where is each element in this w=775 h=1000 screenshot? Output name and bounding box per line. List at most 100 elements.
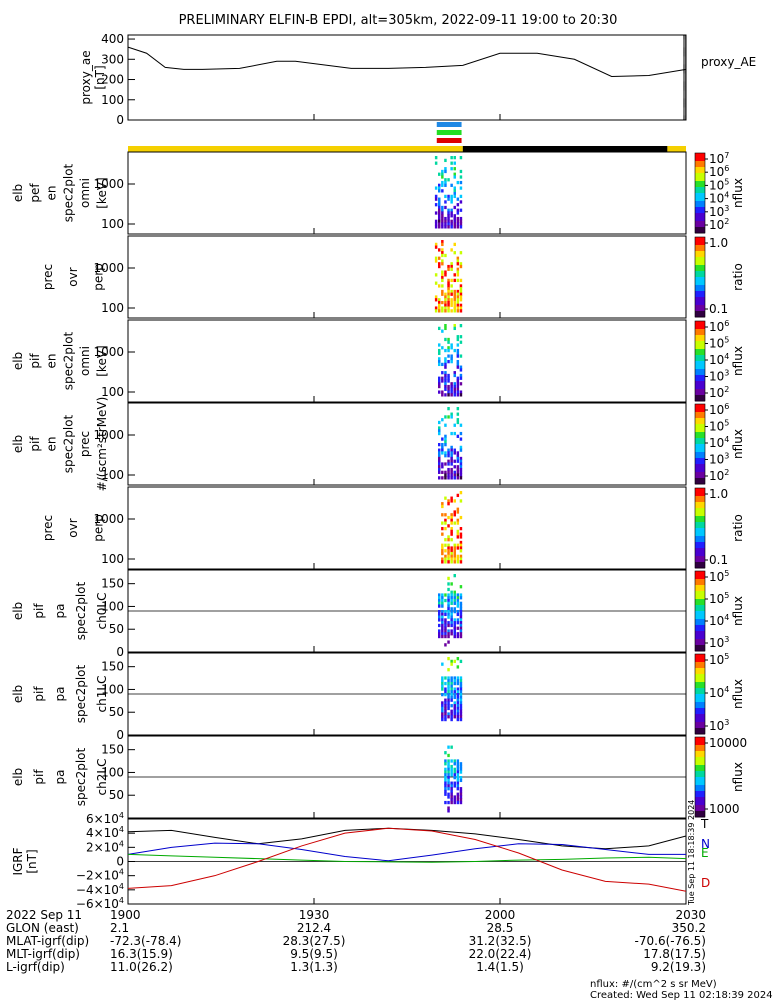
y-axis-label-line: pif <box>32 686 46 702</box>
spectrogram-cell <box>456 354 460 358</box>
spectrogram-cell <box>453 715 456 719</box>
spectrogram-cell <box>447 300 450 305</box>
spectrogram-cell <box>444 557 447 561</box>
spectrogram-cell <box>447 712 450 716</box>
spectrogram-cell <box>459 787 463 791</box>
spectrogram-cell <box>444 376 447 380</box>
spectrogram-cell <box>456 211 460 215</box>
spectrogram-cell <box>447 295 450 299</box>
spectrogram-cell <box>444 219 447 223</box>
spectrogram-cell <box>450 695 453 700</box>
spectrogram-cell <box>456 795 460 799</box>
spectrogram-cell <box>450 521 453 525</box>
spectrogram-cell <box>441 292 444 296</box>
colorbar-frame <box>694 403 706 485</box>
spectrogram-cell <box>447 470 450 474</box>
spectrogram-cell <box>456 454 460 458</box>
spectrogram-cell <box>450 693 453 697</box>
spectrogram-cell <box>447 499 450 503</box>
spectrogram-cell <box>447 607 450 611</box>
colorbar-swatch <box>695 245 705 248</box>
spectrogram-cell <box>450 593 453 597</box>
spectrogram-cell <box>438 262 441 266</box>
spectrogram-cell <box>444 360 447 364</box>
colorbar-swatch <box>695 797 705 800</box>
spectrogram-cell <box>447 373 450 378</box>
spectrogram-cell <box>444 518 447 522</box>
spectrogram-cell <box>447 524 450 528</box>
spectrogram-cell <box>456 679 460 683</box>
spectrogram-cell <box>456 267 460 271</box>
spectrogram-cell <box>441 437 444 441</box>
spectrogram-cell <box>453 767 456 771</box>
spectrogram-cell <box>456 507 460 511</box>
y-axis-label-line: perp <box>91 514 105 542</box>
colorbar-swatch <box>695 809 705 812</box>
spectrogram-cell <box>434 156 438 160</box>
spectrogram-cell <box>453 216 456 221</box>
colorbar-swatch <box>695 609 705 612</box>
spectrogram-cell <box>456 451 460 455</box>
spectrogram-cell <box>441 346 444 350</box>
spectrogram-cell <box>453 706 456 711</box>
spectrogram-cell <box>450 789 453 794</box>
y-axis-label-line: pa <box>53 604 67 619</box>
y-tick-label: 400 <box>101 32 124 46</box>
y-tick-label: 6×104 <box>86 811 124 826</box>
spectrogram-cell <box>434 186 438 190</box>
colorbar-swatch <box>695 456 705 459</box>
colorbar-swatch <box>695 271 705 274</box>
spectrogram-cell <box>450 792 453 796</box>
spectrogram-cell <box>447 695 450 700</box>
spectrogram-cell <box>444 178 447 182</box>
spectrogram-cell <box>456 690 460 694</box>
spectrogram-cell <box>450 208 453 212</box>
spectrogram-cell <box>459 767 463 771</box>
colorbar-swatch <box>695 466 705 469</box>
colorbar-swatch <box>695 422 705 425</box>
spectrogram-cell <box>444 222 447 226</box>
spectrogram-cell <box>441 225 444 229</box>
colorbar-swatch <box>695 532 705 535</box>
spectrogram-cell <box>444 800 447 805</box>
ephemeris-value: 350.2 <box>672 921 706 935</box>
spectrogram-cell <box>453 704 456 708</box>
colorbar-swatch <box>695 379 705 382</box>
colorbar-swatch <box>695 321 705 324</box>
spectrogram-cell <box>450 773 453 777</box>
colorbar-swatch <box>695 389 705 392</box>
colorbar-swatch <box>695 637 705 640</box>
ephemeris-row-label: GLON (east) <box>6 921 79 935</box>
spectrogram-cell <box>456 784 460 788</box>
spectrogram-cell <box>441 601 444 605</box>
spectrogram-cell <box>459 186 463 190</box>
spectrogram-cell <box>453 459 456 463</box>
spectrogram-cell <box>450 551 453 556</box>
spectrogram-cell <box>441 546 444 550</box>
spectrogram-cell <box>453 629 456 633</box>
colorbar-swatch <box>695 706 705 709</box>
spectrogram-cell <box>444 715 447 719</box>
spectrogram-cell <box>444 379 447 383</box>
spectrogram-cell <box>450 618 453 622</box>
spectrogram-cell <box>459 287 463 291</box>
spectrogram-cell <box>459 292 463 296</box>
status-yellow-end-segment <box>667 146 686 152</box>
spectrogram-cell <box>447 792 450 796</box>
colorbar-swatch <box>695 573 705 576</box>
spectrogram-cell <box>447 767 450 771</box>
spectrogram-cell <box>450 454 453 458</box>
spectrogram-cell <box>450 681 453 686</box>
spectrogram-cell <box>444 362 447 367</box>
spectrogram-cell <box>447 462 450 466</box>
colorbar-swatch <box>695 428 705 431</box>
spectrogram-cell <box>444 621 447 625</box>
colorbar-swatch <box>695 159 705 162</box>
colorbar-swatch <box>695 558 705 561</box>
spectrogram-cell <box>456 289 460 294</box>
igrf-legend-label: E <box>701 846 709 860</box>
y-tick-label: 50 <box>109 705 124 719</box>
spectrogram-cell <box>441 706 444 711</box>
footer-created: Created: Wed Sep 11 02:18:39 2024 <box>590 990 773 1000</box>
spectrogram-cell <box>444 634 447 639</box>
